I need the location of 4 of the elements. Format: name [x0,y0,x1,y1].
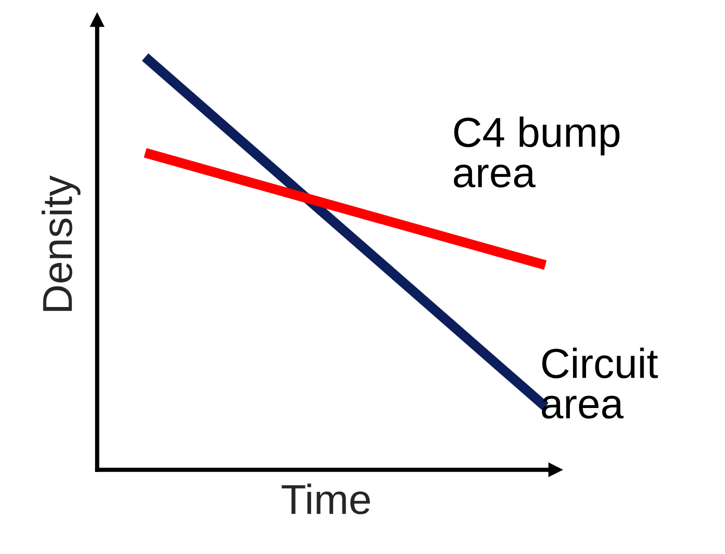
series-label: C4 bump area [454,116,620,188]
y-axis-title: Density [42,175,80,311]
series-label: Circuit area [542,348,658,419]
x-axis-title: Time [282,484,370,514]
